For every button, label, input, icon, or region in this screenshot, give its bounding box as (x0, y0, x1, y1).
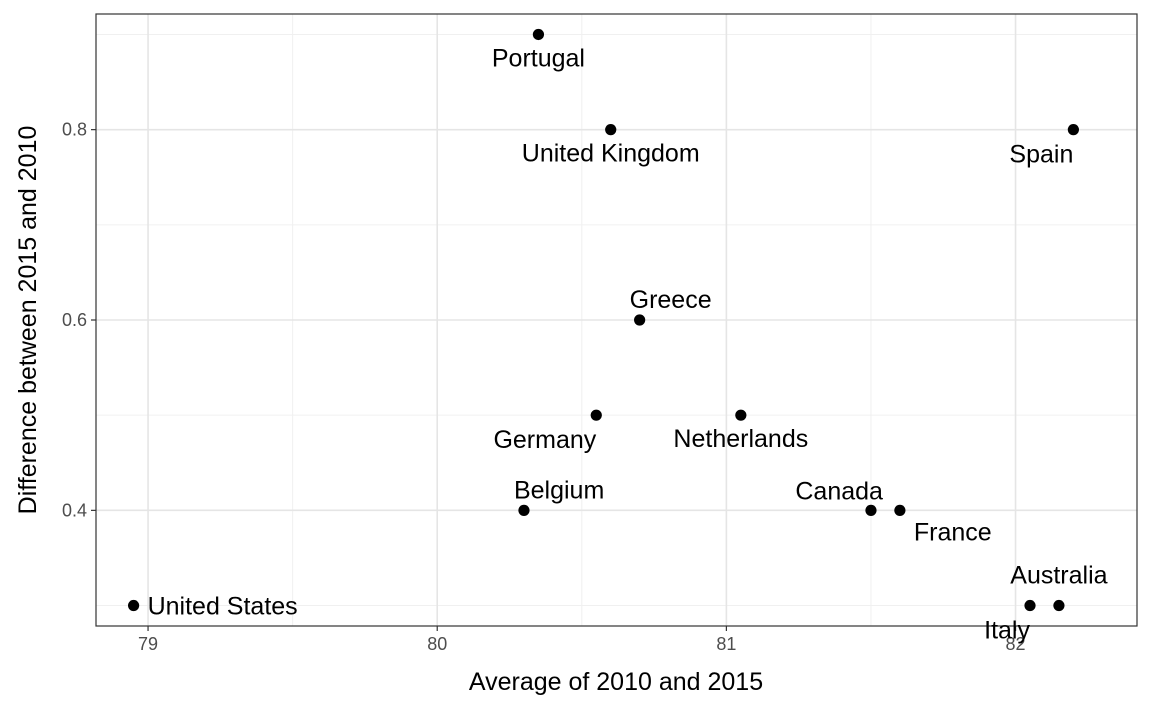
point-france (894, 504, 906, 516)
label-belgium: Belgium (514, 476, 604, 504)
label-france: France (914, 518, 992, 546)
point-united-states (127, 599, 140, 612)
y-axis-title: Difference between 2015 and 2010 (14, 126, 42, 515)
point-netherlands (735, 409, 747, 421)
label-portugal: Portugal (492, 44, 585, 72)
point-canada (865, 504, 877, 516)
point-germany (590, 409, 602, 421)
y-tick-label: 0.8 (62, 120, 87, 140)
grid (96, 14, 1137, 626)
point-spain (1067, 124, 1079, 136)
label-greece: Greece (630, 286, 712, 314)
point-belgium (518, 504, 530, 516)
x-tick-label: 81 (716, 634, 736, 654)
point-portugal (532, 28, 545, 41)
point-greece (634, 314, 646, 326)
x-tick-label: 82 (1006, 634, 1026, 654)
label-united-kingdom: United Kingdom (522, 140, 700, 168)
y-tick-label: 0.4 (62, 500, 87, 520)
point-italy (1024, 599, 1036, 612)
label-australia: Australia (1010, 562, 1107, 590)
label-canada: Canada (795, 477, 883, 505)
point-australia (1053, 599, 1065, 612)
label-italy: Italy (984, 617, 1030, 645)
point-united-kingdom (605, 124, 617, 136)
y-tick-label: 0.6 (62, 310, 87, 330)
axis-ticks: 79 80 81 82 0.4 0.6 0.8 (62, 120, 1026, 654)
x-tick-label: 80 (427, 634, 447, 654)
label-spain: Spain (1009, 141, 1073, 169)
label-netherlands: Netherlands (673, 425, 808, 453)
x-tick-label: 79 (138, 634, 158, 654)
x-axis-title: Average of 2010 and 2015 (469, 668, 763, 696)
point-labels: Portugal United Kingdom Spain Greece Germany… (148, 44, 1108, 644)
label-germany: Germany (493, 426, 596, 454)
label-united-states: United States (148, 593, 298, 621)
data-points (127, 28, 1079, 612)
